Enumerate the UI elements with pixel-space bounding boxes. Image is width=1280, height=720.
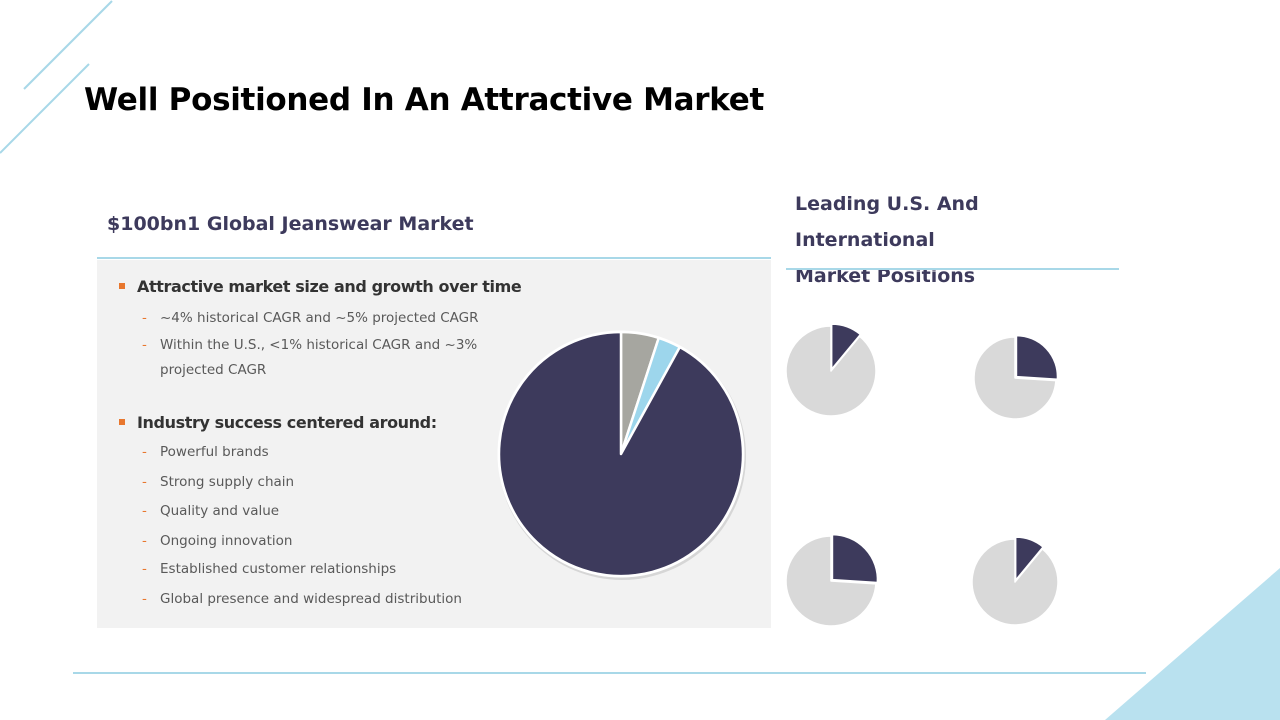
- bullet-heading-text: Attractive market size and growth over t…: [137, 277, 522, 296]
- bullet-heading-success: Industry success centered around:: [119, 413, 437, 432]
- positions-heading-line1: Leading U.S. And International: [795, 193, 979, 251]
- dash-icon: -: [142, 337, 147, 353]
- dash-icon: -: [142, 474, 147, 490]
- position-pie-1: [785, 323, 877, 417]
- dash-icon: -: [142, 533, 147, 549]
- position-pie-2: [973, 334, 1059, 420]
- deco-line-2: [0, 63, 90, 154]
- page-title: Well Positioned In An Attractive Market: [84, 82, 764, 118]
- bullet-heading-text: Industry success centered around:: [137, 413, 437, 432]
- list-item: - Powerful brands: [142, 440, 269, 465]
- list-item: - Global presence and widespread distribu…: [142, 587, 462, 612]
- list-item-continuation: projected CAGR: [142, 358, 266, 383]
- list-item-text: Powerful brands: [160, 444, 269, 460]
- list-item: - Quality and value: [142, 499, 279, 524]
- market-heading: $100bn1 Global Jeanswear Market: [107, 213, 474, 235]
- position-pie-2-slice-2: [973, 336, 1057, 420]
- dash-icon: -: [142, 561, 147, 577]
- bullet-square-icon: [119, 283, 125, 289]
- position-pie-2-slice-1: [1015, 334, 1059, 380]
- list-item: - ~4% historical CAGR and ~5% projected C…: [142, 306, 479, 331]
- dash-icon: -: [142, 591, 147, 607]
- position-pie-3-slice-2: [785, 535, 877, 627]
- dash-icon: -: [142, 503, 147, 519]
- positions-heading-rule: [786, 268, 1119, 270]
- list-item: - Established customer relationships: [142, 557, 396, 582]
- dash-icon: -: [142, 310, 147, 326]
- list-item-text: Quality and value: [160, 503, 280, 519]
- position-pie-4-slice-1: [1014, 536, 1044, 581]
- position-pie-4: [971, 536, 1059, 626]
- list-item: - Strong supply chain: [142, 470, 294, 495]
- market-pie-slice-3: [497, 330, 745, 578]
- deco-line-1: [23, 0, 113, 90]
- position-pie-3: [785, 533, 879, 627]
- deco-triangle: [1105, 568, 1280, 720]
- list-item: - Within the U.S., <1% historical CAGR an…: [142, 333, 477, 358]
- position-pie-4-slice-2: [971, 538, 1059, 626]
- bullet-heading-growth: Attractive market size and growth over t…: [119, 277, 522, 296]
- list-item-text: Strong supply chain: [160, 474, 295, 490]
- list-item-text: Within the U.S., <1% historical CAGR and…: [160, 337, 478, 353]
- market-pie: [497, 330, 746, 580]
- footer-rule: [73, 672, 1146, 674]
- position-pie-1-slice-2: [785, 325, 877, 417]
- position-pie-1-slice-1: [830, 323, 862, 370]
- bullet-square-icon: [119, 419, 125, 425]
- dash-icon: -: [142, 444, 147, 460]
- list-item-text: Ongoing innovation: [160, 533, 293, 549]
- position-pie-3-slice-1: [831, 533, 879, 584]
- positions-heading-line2: Market Positions: [795, 265, 976, 287]
- list-item-text: projected CAGR: [160, 362, 267, 378]
- list-item: - Ongoing innovation: [142, 529, 292, 554]
- list-item-text: ~4% historical CAGR and ~5% projected CA…: [160, 310, 479, 326]
- list-item-text: Established customer relationships: [160, 561, 397, 577]
- market-heading-rule: [97, 257, 771, 259]
- positions-heading: Leading U.S. And International Market Po…: [795, 186, 1125, 294]
- list-item-text: Global presence and widespread distribut…: [160, 591, 462, 607]
